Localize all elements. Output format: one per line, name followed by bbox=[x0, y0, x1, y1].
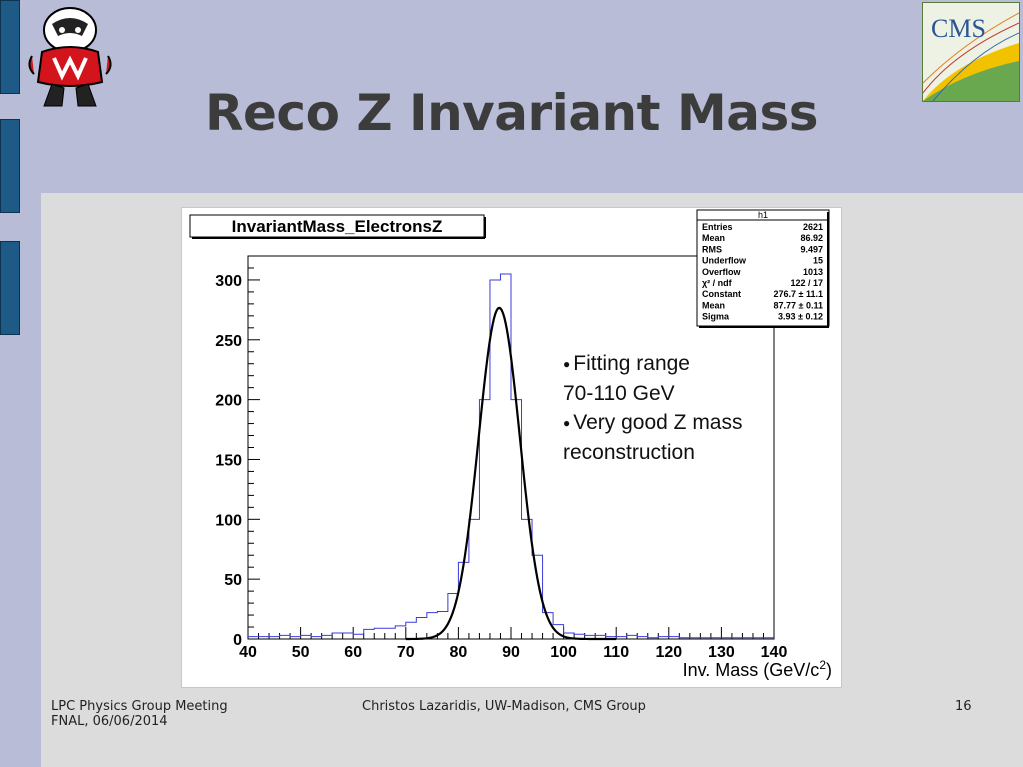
x-axis-label: Inv. Mass (GeV/c2) bbox=[683, 658, 832, 680]
stats-value: 86.92 bbox=[800, 233, 823, 243]
x-tick-label: 50 bbox=[292, 644, 310, 661]
left-decor-bar-1 bbox=[0, 0, 20, 94]
left-decor-bar-2 bbox=[0, 119, 20, 213]
stats-value: 2621 bbox=[803, 222, 823, 232]
x-tick-label: 120 bbox=[655, 644, 682, 661]
x-tick-label: 60 bbox=[344, 644, 362, 661]
x-axis: 40 50 60 70 80 90 100 110 120 130 140 bbox=[239, 627, 787, 661]
stats-value: 87.77 ± 0.11 bbox=[774, 300, 823, 310]
y-tick-label: 100 bbox=[215, 512, 242, 529]
x-tick-label: 40 bbox=[239, 644, 257, 661]
stats-value: 276.7 ± 11.1 bbox=[774, 289, 823, 299]
x-tick-label: 70 bbox=[397, 644, 415, 661]
x-tick-label: 140 bbox=[761, 644, 788, 661]
stats-label: Entries bbox=[702, 222, 733, 232]
stats-label: χ² / ndf bbox=[702, 278, 733, 288]
stats-label: Constant bbox=[702, 289, 741, 299]
bullet-item-2: ● Very good Z mass bbox=[563, 410, 743, 434]
histogram-chart: InvariantMass_ElectronsZ 0 50 100 150 200 250… bbox=[189, 209, 832, 680]
stats-label: Mean bbox=[702, 300, 725, 310]
y-tick-label: 50 bbox=[224, 572, 242, 589]
plot-box: InvariantMass_ElectronsZ 0 50 100 150 200 250… bbox=[181, 207, 842, 688]
cms-logo: CMS bbox=[922, 2, 1020, 102]
stats-value: 3.93 ± 0.12 bbox=[778, 312, 823, 322]
y-tick-label: 0 bbox=[233, 632, 242, 649]
stats-value: 122 / 17 bbox=[790, 278, 823, 288]
badger-mascot-logo bbox=[28, 7, 112, 107]
footer-left: LPC Physics Group Meeting FNAL, 06/06/20… bbox=[51, 699, 228, 729]
y-tick-label: 300 bbox=[215, 273, 242, 290]
stats-box: h1 Entries 2621 Mean 86.92 RMS 9.497 Underflow… bbox=[696, 209, 830, 328]
stats-label: Sigma bbox=[702, 312, 730, 322]
cms-logo-text: CMS bbox=[931, 14, 986, 43]
footer-meeting: LPC Physics Group Meeting bbox=[51, 699, 228, 714]
chart-title: InvariantMass_ElectronsZ bbox=[232, 217, 443, 236]
x-tick-label: 100 bbox=[550, 644, 577, 661]
stats-label: Underflow bbox=[702, 256, 747, 266]
stats-label: Overflow bbox=[702, 267, 742, 277]
y-tick-label: 250 bbox=[215, 333, 242, 350]
bullet-item-2-cont: reconstruction bbox=[563, 440, 695, 464]
x-tick-label: 130 bbox=[708, 644, 735, 661]
stats-label: RMS bbox=[702, 244, 722, 254]
footer-author: Christos Lazaridis, UW-Madison, CMS Grou… bbox=[362, 699, 646, 714]
stats-label: Mean bbox=[702, 233, 725, 243]
histogram-series bbox=[248, 273, 774, 639]
stats-value: 1013 bbox=[803, 267, 823, 277]
bullet-list: ● Fitting range 70-110 GeV ● Very good Z m… bbox=[563, 349, 743, 467]
x-tick-label: 90 bbox=[502, 644, 520, 661]
y-tick-label: 200 bbox=[215, 393, 242, 410]
left-decor-bar-3 bbox=[0, 241, 20, 335]
slide-title: Reco Z Invariant Mass bbox=[205, 84, 818, 142]
y-axis: 0 50 100 150 200 250 300 bbox=[215, 255, 260, 649]
x-tick-label: 110 bbox=[603, 644, 629, 661]
footer-date: FNAL, 06/06/2014 bbox=[51, 714, 168, 729]
page-number: 16 bbox=[955, 699, 972, 714]
gaussian-fit-curve bbox=[405, 306, 617, 641]
stats-box-name: h1 bbox=[758, 210, 768, 220]
stats-value: 15 bbox=[813, 256, 823, 266]
bullet-item-1: ● Fitting range bbox=[563, 352, 690, 375]
x-tick-label: 80 bbox=[450, 644, 468, 661]
bullet-item-1-cont: 70-110 GeV bbox=[563, 381, 675, 405]
y-tick-label: 150 bbox=[215, 452, 242, 469]
stats-value: 9.497 bbox=[800, 244, 823, 254]
